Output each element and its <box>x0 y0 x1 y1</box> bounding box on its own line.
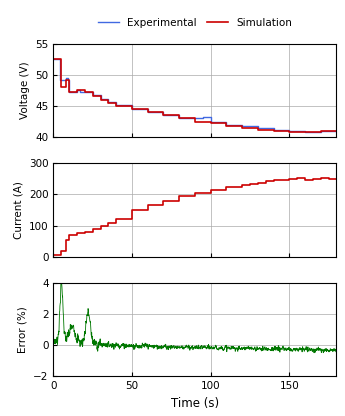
Simulation <box>83 88 87 93</box>
Simulation <box>99 97 103 102</box>
Simulation <box>318 130 323 135</box>
Simulation <box>224 121 228 126</box>
Simulation <box>177 113 181 118</box>
Simulation <box>303 129 307 134</box>
Simulation <box>334 129 338 134</box>
Simulation <box>106 97 110 102</box>
Simulation <box>64 77 68 82</box>
Simulation <box>256 125 260 130</box>
Simulation <box>75 89 79 94</box>
Simulation <box>114 104 118 109</box>
Legend: Experimental, Simulation: Experimental, Simulation <box>93 13 296 32</box>
Simulation <box>287 129 291 134</box>
Simulation <box>75 88 79 93</box>
Simulation <box>67 89 71 94</box>
Simulation <box>303 130 307 135</box>
Simulation <box>161 113 166 118</box>
Simulation <box>130 106 134 111</box>
Experimental <box>130 106 134 111</box>
Experimental <box>334 129 338 134</box>
Simulation <box>59 85 63 90</box>
Experimental <box>201 116 205 121</box>
Experimental <box>64 75 68 80</box>
Simulation <box>224 124 228 129</box>
Simulation <box>177 116 181 121</box>
Simulation <box>64 85 68 90</box>
Simulation <box>272 129 276 134</box>
Simulation <box>161 110 166 115</box>
Simulation <box>91 90 95 95</box>
Y-axis label: Current (A): Current (A) <box>13 181 23 239</box>
Simulation <box>193 116 197 121</box>
Y-axis label: Voltage (V): Voltage (V) <box>20 62 30 119</box>
Simulation <box>146 110 150 115</box>
Simulation <box>67 77 71 82</box>
Simulation <box>83 90 87 95</box>
Experimental <box>303 129 307 134</box>
Experimental <box>193 115 197 120</box>
Simulation <box>146 106 150 111</box>
Simulation <box>130 104 134 109</box>
Simulation <box>209 121 213 126</box>
Simulation <box>256 127 260 132</box>
Simulation <box>193 119 197 124</box>
Simulation <box>318 129 323 134</box>
Simulation <box>114 100 118 105</box>
Simulation <box>91 94 95 99</box>
Simulation <box>240 125 244 130</box>
Experimental <box>303 129 307 134</box>
Simulation <box>287 129 291 134</box>
Y-axis label: Error (%): Error (%) <box>18 306 28 353</box>
Simulation <box>51 57 56 62</box>
Experimental <box>99 97 103 102</box>
Simulation <box>106 100 110 105</box>
Line: Experimental: Experimental <box>53 59 336 131</box>
Simulation <box>272 127 276 132</box>
Simulation <box>59 57 63 62</box>
X-axis label: Time (s): Time (s) <box>171 397 219 410</box>
Experimental <box>51 57 56 62</box>
Simulation <box>240 124 244 129</box>
Line: Simulation: Simulation <box>53 59 336 132</box>
Simulation <box>209 119 213 124</box>
Simulation <box>99 94 103 99</box>
